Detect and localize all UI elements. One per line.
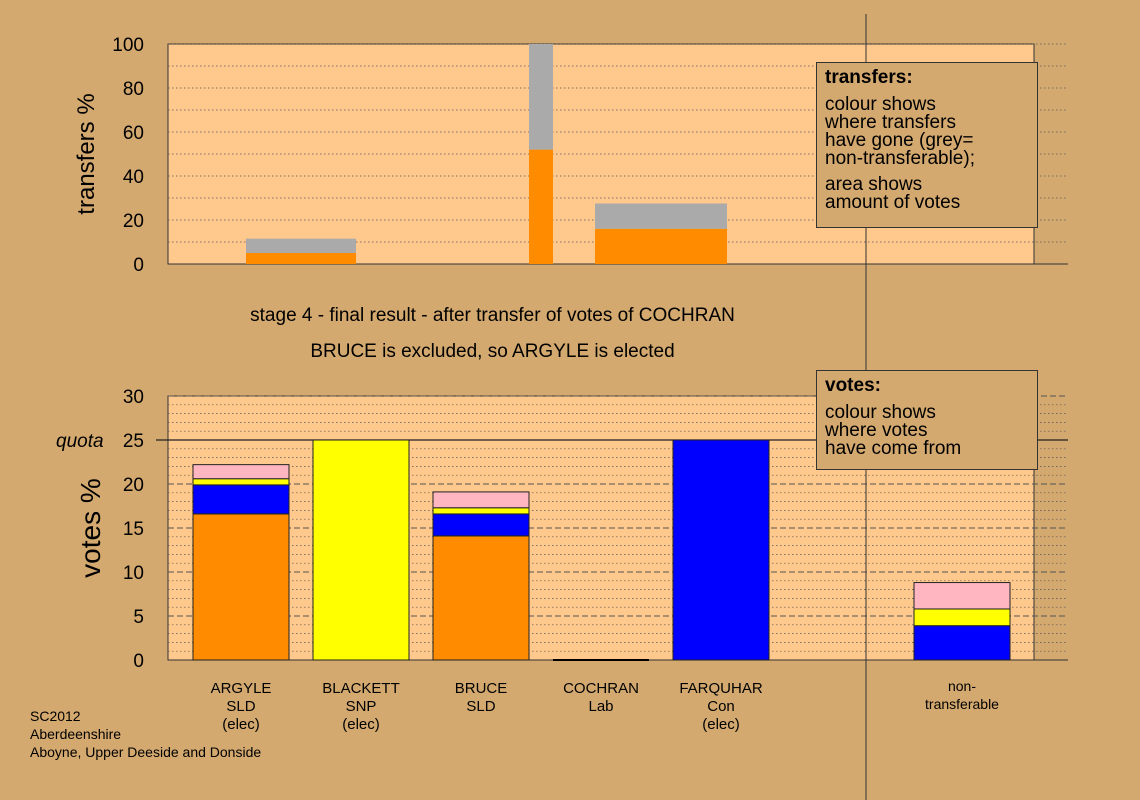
votes-y-tick-label: 15 <box>123 519 144 540</box>
transfers-y-tick-label: 100 <box>112 35 144 56</box>
votes-y-tick-label: 5 <box>133 607 144 628</box>
votes-bar-segment <box>432 491 530 509</box>
transfers-legend-line: colour shows <box>825 94 936 115</box>
candidate-party-label: Con <box>707 698 735 715</box>
votes-legend-line: where votes <box>825 420 928 441</box>
transfers-legend-line: have gone (grey= <box>825 130 974 151</box>
candidate-party-label: Lab <box>588 698 613 715</box>
votes-legend-line: colour shows <box>825 402 936 423</box>
votes-bar-segment <box>192 513 290 661</box>
council-name: Aberdeenshire <box>30 726 122 742</box>
votes-legend-line: have come from <box>825 438 962 459</box>
votes-bar-segment <box>913 582 1011 610</box>
votes-bar-segment <box>312 439 410 661</box>
transfers-bar-segment <box>595 203 727 229</box>
votes-legend-title: votes: <box>825 375 881 396</box>
candidate-party-label: SLD <box>466 698 495 715</box>
stage-caption: stage 4 - final result - after transfer … <box>250 305 735 326</box>
votes-bar-segment <box>432 513 530 537</box>
candidate-status-label: (elec) <box>222 716 260 733</box>
transfers-legend-title: transfers: <box>825 67 913 88</box>
transfers-legend-line: non-transferable); <box>825 148 975 169</box>
votes-bar-segment <box>913 625 1011 661</box>
transfers-legend: transfers: colour shows where transfers … <box>816 62 1038 228</box>
votes-y-tick-label: 30 <box>123 387 144 408</box>
election-code: SC2012 <box>30 708 81 724</box>
transfers-y-tick-label: 40 <box>123 167 144 188</box>
transfers-y-axis-label: transfers % <box>73 93 100 214</box>
votes-legend: votes: colour shows where votes have com… <box>816 370 1038 470</box>
votes-bar-segment <box>913 608 1011 627</box>
votes-bar-segment <box>192 484 290 515</box>
result-caption: BRUCE is excluded, so ARGYLE is elected <box>310 341 675 362</box>
transfers-legend-line: area shows <box>825 174 923 195</box>
votes-y-tick-label: 10 <box>123 563 144 584</box>
votes-y-tick-label: 25 <box>123 431 144 452</box>
candidate-name-label: non- <box>948 678 976 694</box>
transfers-y-tick-label: 0 <box>133 255 144 276</box>
votes-bar-segment <box>672 439 770 661</box>
votes-bar-segment <box>192 478 290 486</box>
transfers-legend-line: amount of votes <box>825 192 961 213</box>
candidate-status-label: (elec) <box>702 716 740 733</box>
candidate-party-label: SLD <box>226 698 255 715</box>
transfers-bar-segment <box>529 149 553 264</box>
candidate-status-label: (elec) <box>342 716 380 733</box>
votes-y-tick-label: 0 <box>133 651 144 672</box>
candidate-name-label: ARGYLE <box>211 680 272 697</box>
transfers-bar-segment <box>246 253 356 264</box>
votes-y-axis-label: votes % <box>75 478 106 578</box>
votes-bar-segment <box>432 535 530 661</box>
candidate-party-label: SNP <box>346 698 377 715</box>
transfers-y-tick-label: 20 <box>123 211 144 232</box>
candidate-name-label: COCHRAN <box>563 680 639 697</box>
votes-y-tick-label: 20 <box>123 475 144 496</box>
candidate-name-label: FARQUHAR <box>679 680 763 697</box>
transfers-y-tick-label: 80 <box>123 79 144 100</box>
quota-label: quota <box>56 431 104 452</box>
transfers-y-tick-label: 60 <box>123 123 144 144</box>
candidate-name-label: BRUCE <box>455 680 508 697</box>
candidate-name-label: BLACKETT <box>322 680 400 697</box>
votes-bar-segment <box>192 464 290 480</box>
votes-bar-segment <box>432 507 530 515</box>
ward-name: Aboyne, Upper Deeside and Donside <box>30 744 262 760</box>
candidate-party-label: transferable <box>925 696 999 712</box>
transfers-legend-line: where transfers <box>825 112 956 133</box>
transfers-bar-segment <box>595 228 727 264</box>
transfers-bar-segment <box>529 44 553 150</box>
transfers-bar-segment <box>246 238 356 253</box>
